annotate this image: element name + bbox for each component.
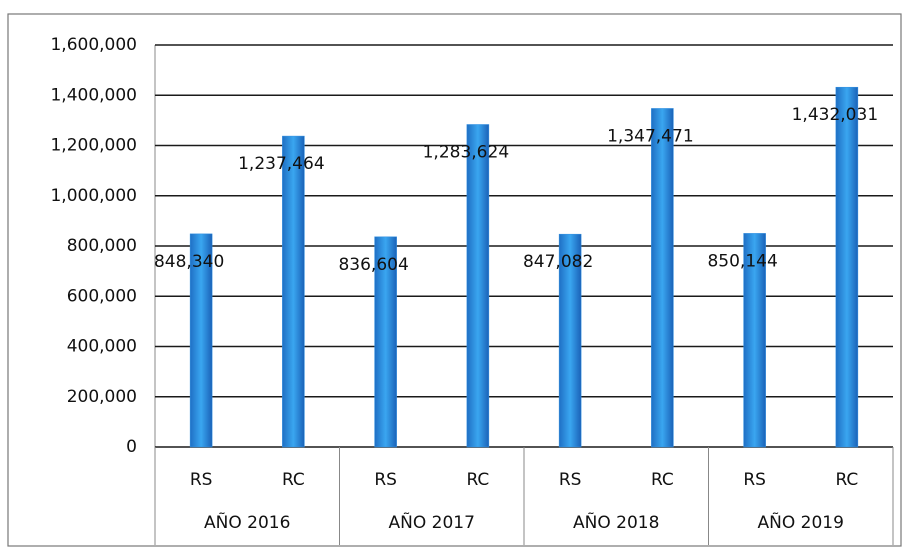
- y-tick-label: 0: [126, 437, 137, 457]
- value-label: 1,283,624: [423, 142, 510, 162]
- x-tick-label: RS: [374, 470, 397, 490]
- y-tick-label: 200,000: [67, 387, 137, 407]
- bar: [466, 124, 490, 448]
- bar: [743, 233, 766, 448]
- value-label: 848,340: [154, 252, 224, 272]
- x-tick-label: RS: [743, 470, 766, 490]
- y-tick-label: 400,000: [67, 337, 137, 357]
- value-label: 1,347,471: [607, 126, 694, 146]
- group-label: AÑO 2017: [389, 511, 475, 533]
- x-tick-label: RS: [190, 470, 213, 490]
- y-tick-label: 1,400,000: [50, 85, 137, 105]
- group-label: AÑO 2018: [573, 511, 659, 533]
- x-tick-label: RC: [466, 470, 489, 490]
- chart-frame: [7, 13, 902, 547]
- group-label: AÑO 2016: [204, 511, 290, 533]
- x-tick-label: RC: [282, 470, 305, 490]
- value-label: 847,082: [523, 252, 593, 272]
- bar: [282, 135, 305, 448]
- y-tick-label: 600,000: [67, 286, 137, 306]
- bar: [651, 108, 674, 448]
- bar: [835, 86, 859, 448]
- group-label: AÑO 2019: [758, 511, 844, 533]
- value-label: 1,237,464: [238, 154, 325, 174]
- x-tick-label: RC: [835, 470, 858, 490]
- y-tick-label: 1,000,000: [50, 186, 137, 206]
- y-tick-label: 1,600,000: [50, 35, 137, 55]
- bar: [189, 233, 213, 448]
- y-tick-label: 800,000: [67, 236, 137, 256]
- bar: [558, 233, 582, 448]
- value-label: 836,604: [338, 255, 408, 275]
- x-tick-label: RS: [559, 470, 582, 490]
- value-label: 850,144: [707, 251, 777, 271]
- bar: [374, 236, 397, 448]
- x-tick-label: RC: [651, 470, 674, 490]
- y-tick-label: 1,200,000: [50, 136, 137, 156]
- value-label: 1,432,031: [792, 105, 879, 125]
